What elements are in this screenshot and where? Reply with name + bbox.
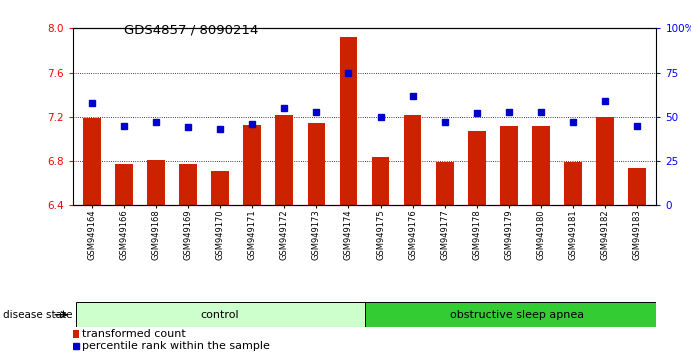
Bar	[276, 115, 293, 205]
Bar	[404, 115, 422, 205]
Bar	[243, 125, 261, 205]
Bar	[115, 164, 133, 205]
Bar	[83, 118, 101, 205]
Text: control: control	[201, 310, 240, 320]
Bar	[73, 330, 79, 338]
Bar	[372, 156, 389, 205]
Bar	[340, 37, 357, 205]
Bar	[532, 126, 550, 205]
Text: disease state: disease state	[3, 310, 73, 320]
Text: obstructive sleep apnea: obstructive sleep apnea	[450, 310, 584, 320]
Bar	[147, 160, 164, 205]
Text: transformed count: transformed count	[82, 329, 186, 339]
Bar	[179, 164, 197, 205]
Text: GDS4857 / 8090214: GDS4857 / 8090214	[124, 23, 258, 36]
Bar	[307, 124, 325, 205]
Bar	[565, 162, 582, 205]
Bar	[436, 162, 453, 205]
Bar	[76, 302, 364, 327]
Bar	[500, 126, 518, 205]
Bar	[596, 117, 614, 205]
Bar	[211, 171, 229, 205]
Bar	[364, 302, 670, 327]
Bar	[628, 168, 646, 205]
Bar	[468, 131, 486, 205]
Text: percentile rank within the sample: percentile rank within the sample	[82, 341, 269, 350]
